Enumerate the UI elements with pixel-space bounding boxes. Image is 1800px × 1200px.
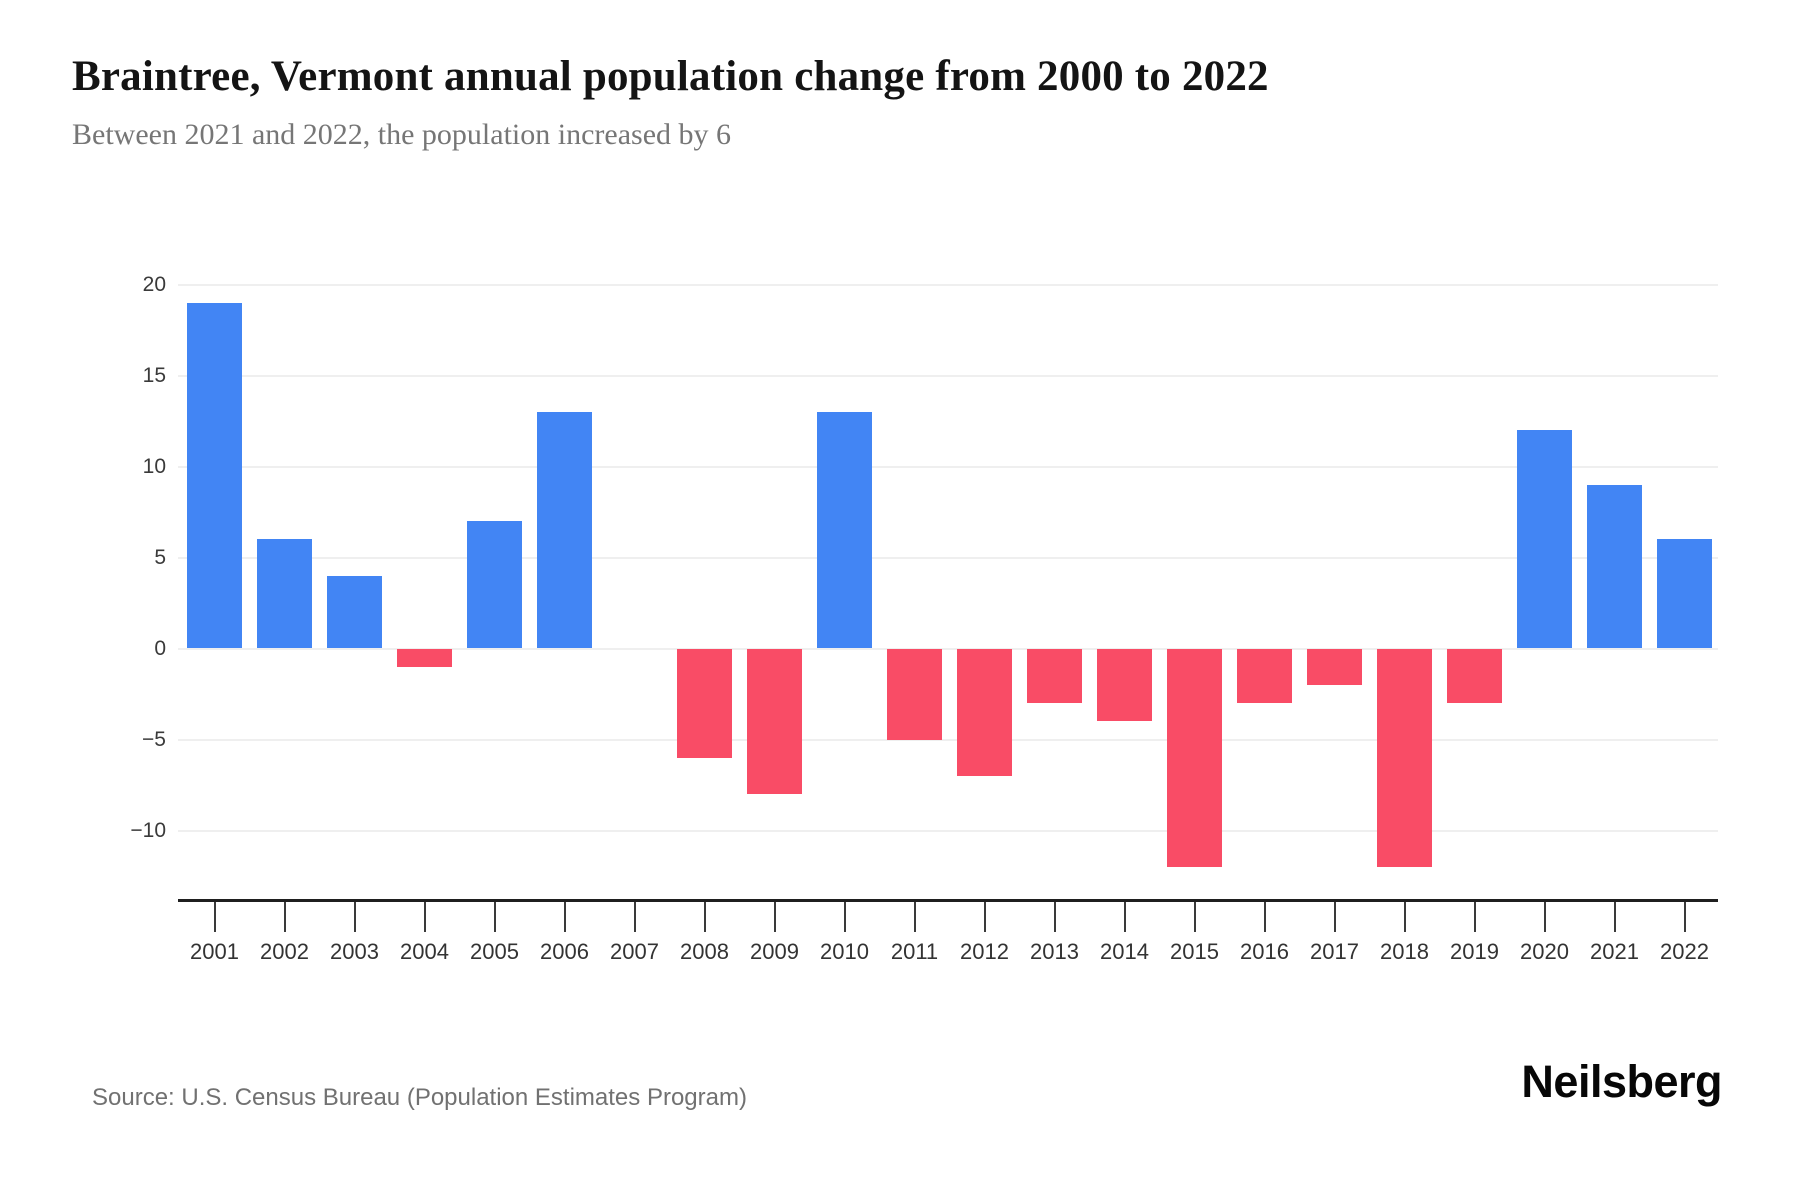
- bar-2015: [1167, 648, 1222, 867]
- bar-2001: [187, 302, 242, 649]
- gridline-y-0: [178, 647, 1718, 650]
- y-axis-label--5: −5: [142, 727, 166, 751]
- x-axis-tick-2002: [283, 902, 286, 932]
- x-axis-tick-2001: [213, 902, 216, 932]
- bar-2013: [1027, 648, 1082, 704]
- brand-logo: Neilsberg: [1521, 1056, 1722, 1107]
- x-axis-tick-2019: [1473, 902, 1476, 932]
- y-axis-label-20: 20: [142, 272, 166, 296]
- bar-2016: [1237, 648, 1292, 704]
- gridline-y--10: [178, 829, 1718, 832]
- y-axis-label-5: 5: [154, 545, 166, 569]
- x-axis-tick-2013: [1053, 902, 1056, 932]
- x-axis-label-2007: 2007: [610, 939, 659, 964]
- bar-2005: [467, 521, 522, 649]
- y-axis-label-0: 0: [154, 636, 166, 660]
- x-axis-label-2003: 2003: [330, 939, 379, 964]
- bar-2020: [1517, 430, 1572, 649]
- chart-subtitle: Between 2021 and 2022, the population in…: [72, 118, 732, 151]
- x-axis-tick-2020: [1543, 902, 1546, 932]
- x-axis-tick-2015: [1193, 902, 1196, 932]
- gridline-y-15: [178, 374, 1718, 377]
- x-axis-tick-2017: [1333, 902, 1336, 932]
- x-axis-label-2022: 2022: [1660, 939, 1709, 964]
- x-axis-tick-2011: [913, 902, 916, 932]
- x-axis-line: [178, 899, 1718, 902]
- x-axis-tick-2005: [493, 902, 496, 932]
- x-axis-label-2006: 2006: [540, 939, 589, 964]
- bar-2003: [327, 575, 382, 649]
- x-axis-label-2005: 2005: [470, 939, 519, 964]
- x-axis-tick-2022: [1683, 902, 1686, 932]
- source-note: Source: U.S. Census Bureau (Population E…: [92, 1084, 747, 1111]
- x-axis-tick-2012: [983, 902, 986, 932]
- bar-2022: [1657, 539, 1712, 649]
- gridline-y-10: [178, 465, 1718, 468]
- x-axis-tick-2007: [633, 902, 636, 932]
- bar-2010: [817, 411, 872, 649]
- bar-2017: [1307, 648, 1362, 685]
- bar-2021: [1587, 484, 1642, 649]
- x-axis-label-2020: 2020: [1520, 939, 1569, 964]
- x-axis-label-2015: 2015: [1170, 939, 1219, 964]
- x-axis-tick-2021: [1613, 902, 1616, 932]
- x-axis-tick-2004: [423, 902, 426, 932]
- x-axis-label-2004: 2004: [400, 939, 449, 964]
- bar-2002: [257, 539, 312, 649]
- bar-2011: [887, 648, 942, 740]
- x-axis-label-2014: 2014: [1100, 939, 1149, 964]
- bar-2004: [397, 648, 452, 667]
- y-axis-label--10: −10: [130, 818, 166, 842]
- x-axis-label-2002: 2002: [260, 939, 309, 964]
- chart-title: Braintree, Vermont annual population cha…: [72, 53, 1269, 100]
- bar-2019: [1447, 648, 1502, 704]
- gridline-y--5: [178, 738, 1718, 741]
- x-axis-tick-2008: [703, 902, 706, 932]
- x-axis-label-2010: 2010: [820, 939, 869, 964]
- x-axis-label-2012: 2012: [960, 939, 1009, 964]
- y-axis-label-10: 10: [142, 454, 166, 478]
- bar-2018: [1377, 648, 1432, 867]
- x-axis-label-2001: 2001: [190, 939, 239, 964]
- gridline-y-20: [178, 283, 1718, 286]
- x-axis-tick-2006: [563, 902, 566, 932]
- bar-2014: [1097, 648, 1152, 722]
- x-axis-label-2017: 2017: [1310, 939, 1359, 964]
- bar-2008: [677, 648, 732, 758]
- x-axis-tick-2014: [1123, 902, 1126, 932]
- x-axis-tick-2009: [773, 902, 776, 932]
- bar-2009: [747, 648, 802, 795]
- x-axis-label-2016: 2016: [1240, 939, 1289, 964]
- x-axis-tick-2010: [843, 902, 846, 932]
- x-axis-label-2008: 2008: [680, 939, 729, 964]
- y-axis-label-15: 15: [142, 363, 166, 387]
- gridline-y-5: [178, 556, 1718, 559]
- bar-2012: [957, 648, 1012, 776]
- x-axis-label-2009: 2009: [750, 939, 799, 964]
- x-axis-label-2021: 2021: [1590, 939, 1639, 964]
- bar-2006: [537, 411, 592, 649]
- x-axis-label-2018: 2018: [1380, 939, 1429, 964]
- x-axis-tick-2018: [1403, 902, 1406, 932]
- x-axis-label-2019: 2019: [1450, 939, 1499, 964]
- x-axis-tick-2003: [353, 902, 356, 932]
- x-axis-label-2011: 2011: [890, 939, 939, 964]
- x-axis-label-2013: 2013: [1030, 939, 1079, 964]
- x-axis-tick-2016: [1263, 902, 1266, 932]
